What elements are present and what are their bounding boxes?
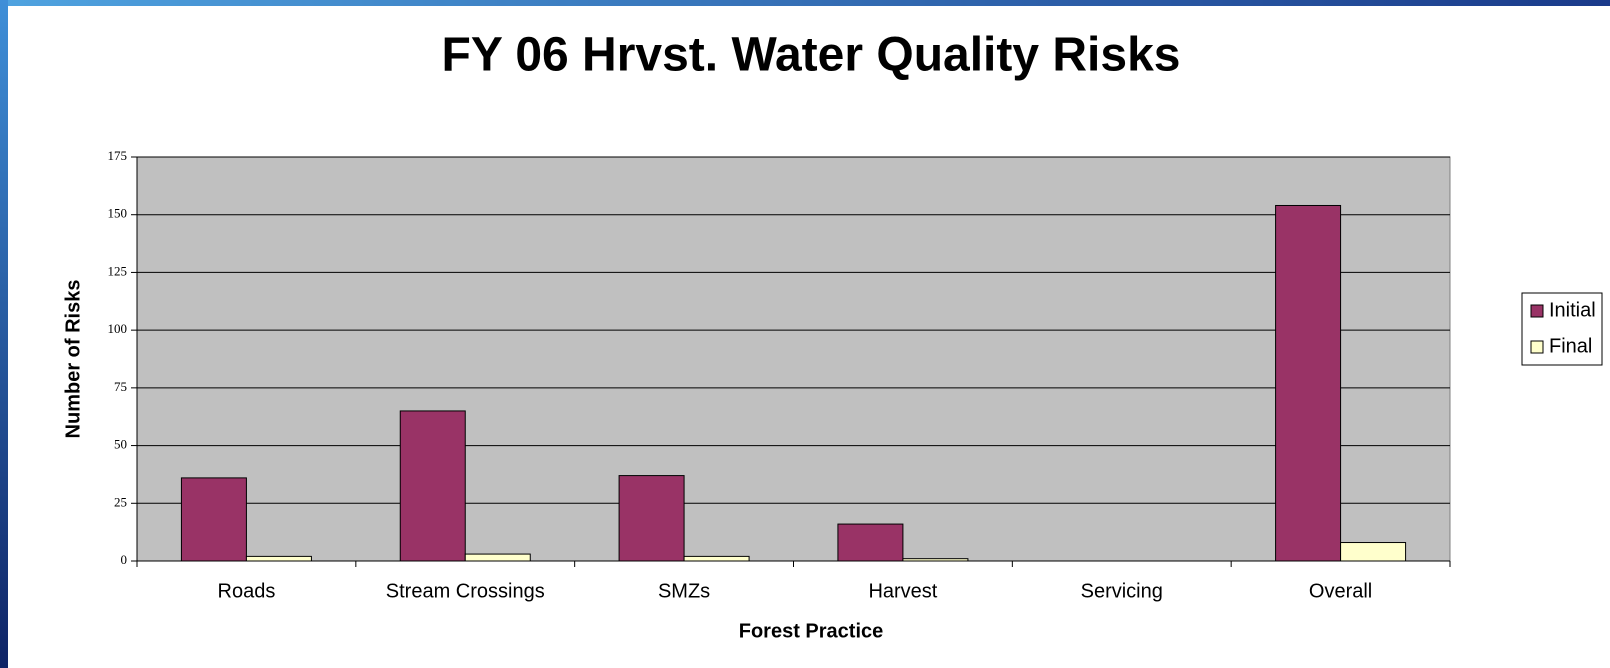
chart-title: FY 06 Hrvst. Water Quality Risks [442, 29, 1181, 82]
bar [1275, 204, 1342, 562]
y-tick-label: 75 [114, 379, 127, 394]
y-tick-label: 25 [114, 494, 127, 509]
x-tick-label: Roads [218, 580, 276, 602]
x-axis-label: Forest Practice [739, 620, 884, 642]
frame-left [0, 0, 8, 668]
bar [683, 555, 750, 562]
bar [180, 477, 247, 562]
bar [399, 410, 466, 562]
y-tick-label: 150 [108, 206, 128, 221]
y-tick-label: 0 [121, 552, 128, 567]
x-tick-label: Overall [1309, 580, 1372, 602]
bar [837, 523, 904, 562]
bar [464, 553, 531, 562]
y-axis-label: Number of Risks [62, 280, 84, 439]
x-tick-label: Servicing [1081, 580, 1163, 602]
y-tick-label: 50 [114, 437, 127, 452]
bar [1340, 542, 1407, 562]
legend-label: Final [1549, 335, 1592, 357]
plot-area [136, 156, 1451, 562]
frame-top [0, 0, 1610, 6]
legend-label: Initial [1549, 299, 1596, 321]
bar [618, 475, 685, 562]
x-tick-label: Harvest [868, 580, 937, 602]
x-tick-label: SMZs [658, 580, 710, 602]
y-tick-label: 100 [108, 321, 128, 336]
bar [245, 555, 312, 562]
bar [902, 558, 969, 562]
legend-key [1530, 340, 1544, 354]
y-tick-label: 125 [108, 263, 128, 278]
legend-key [1530, 304, 1544, 318]
x-tick-label: Stream Crossings [386, 580, 545, 602]
y-tick-label: 175 [108, 148, 128, 163]
